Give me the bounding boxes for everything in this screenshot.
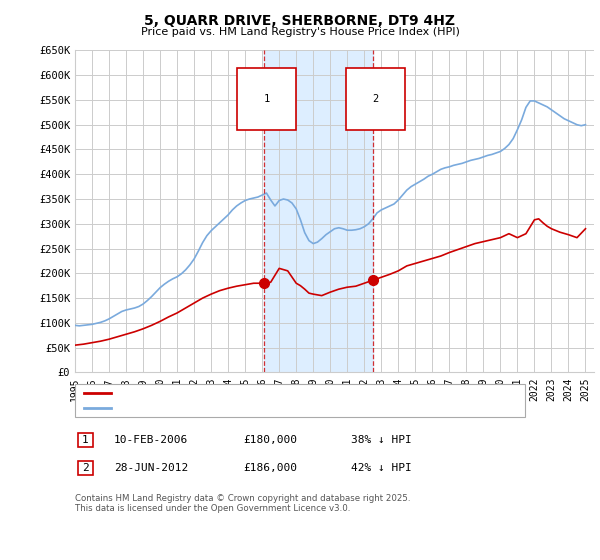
Text: £180,000: £180,000 [243, 435, 297, 445]
Text: 5, QUARR DRIVE, SHERBORNE, DT9 4HZ: 5, QUARR DRIVE, SHERBORNE, DT9 4HZ [145, 14, 455, 28]
Text: Price paid vs. HM Land Registry's House Price Index (HPI): Price paid vs. HM Land Registry's House … [140, 27, 460, 37]
Text: £186,000: £186,000 [243, 463, 297, 473]
Bar [264, 50, 373, 372]
Text: 2: 2 [82, 463, 89, 473]
Text: 10-FEB-2006: 10-FEB-2006 [114, 435, 188, 445]
Text: HPI: Average price, detached house, Dorset: HPI: Average price, detached house, Dors… [117, 403, 344, 413]
Text: 28-JUN-2012: 28-JUN-2012 [114, 463, 188, 473]
Text: Contains HM Land Registry data © Crown copyright and database right 2025.
This d: Contains HM Land Registry data © Crown c… [75, 494, 410, 514]
Text: 42% ↓ HPI: 42% ↓ HPI [351, 463, 412, 473]
Text: 2: 2 [372, 94, 379, 104]
Text: 1: 1 [82, 435, 89, 445]
Text: 1: 1 [263, 94, 270, 104]
Text: 38% ↓ HPI: 38% ↓ HPI [351, 435, 412, 445]
Text: 5, QUARR DRIVE, SHERBORNE, DT9 4HZ (detached house): 5, QUARR DRIVE, SHERBORNE, DT9 4HZ (deta… [117, 388, 421, 398]
